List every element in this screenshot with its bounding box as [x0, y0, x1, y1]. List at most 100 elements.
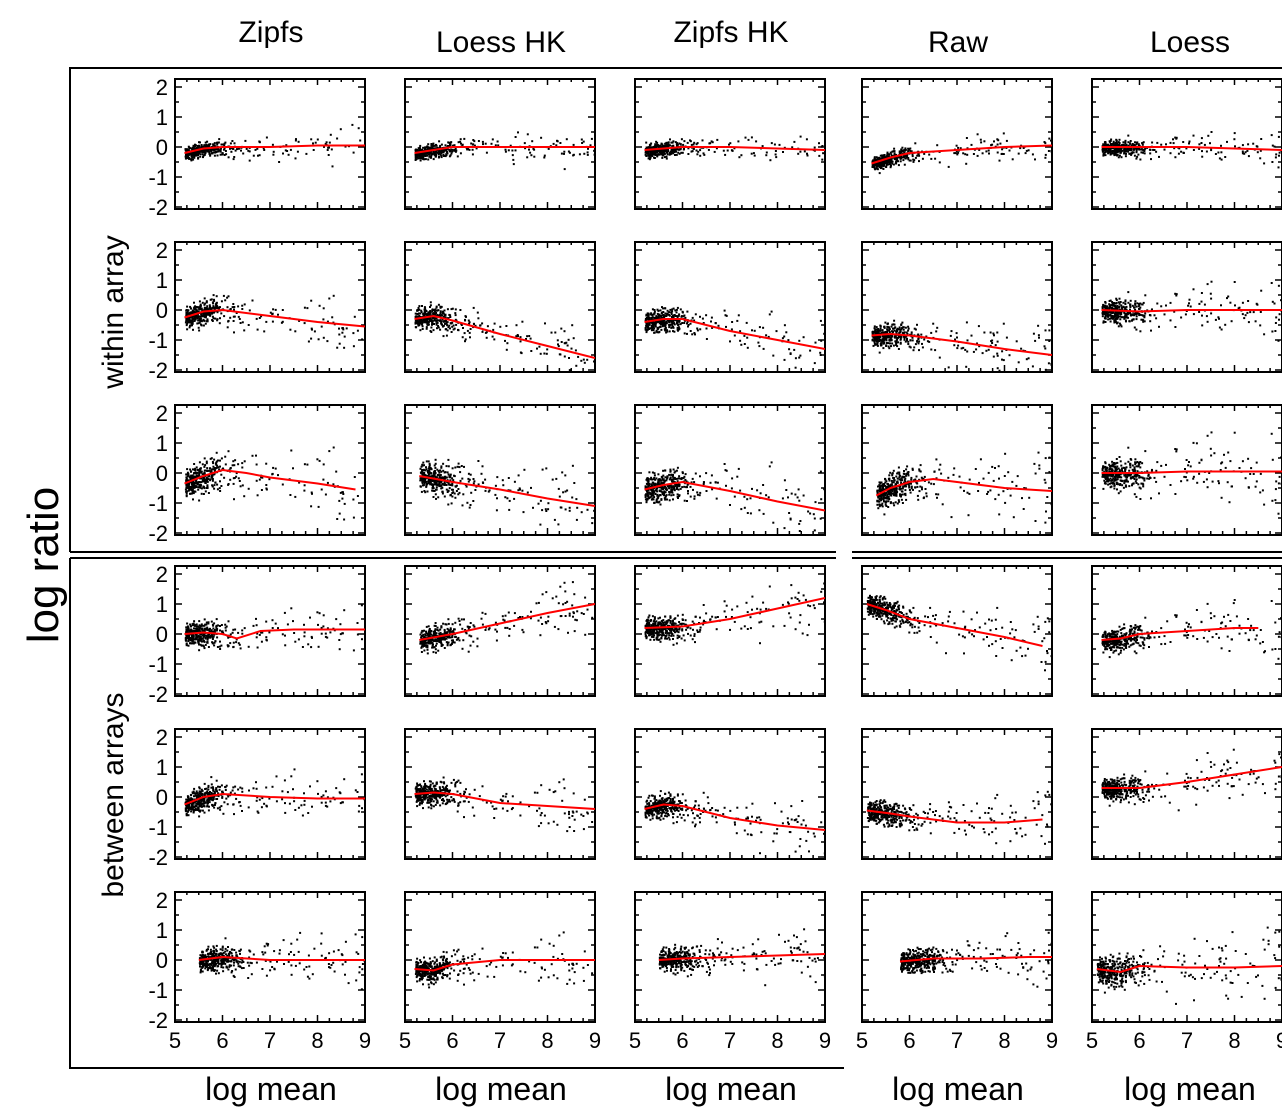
data-point: [671, 316, 673, 318]
data-point: [438, 319, 441, 322]
data-point: [442, 153, 445, 156]
data-point: [805, 138, 808, 141]
data-point: [875, 159, 878, 162]
data-point: [672, 319, 675, 322]
data-point: [199, 155, 202, 158]
data-point: [192, 328, 194, 331]
data-point: [447, 317, 450, 320]
data-point: [419, 154, 422, 157]
data-point: [1205, 315, 1208, 318]
data-point: [871, 164, 874, 167]
data-point: [887, 336, 890, 339]
data-point: [923, 338, 926, 341]
data-point: [1020, 347, 1023, 350]
data-point: [336, 346, 339, 349]
data-point: [1121, 316, 1124, 319]
data-point: [689, 330, 692, 332]
data-point: [877, 328, 879, 331]
data-point: [904, 340, 907, 343]
data-point: [985, 349, 988, 352]
data-point: [895, 330, 898, 333]
data-point: [651, 327, 654, 330]
scatter-points: [1101, 131, 1282, 169]
data-point: [914, 156, 917, 159]
data-point: [669, 323, 672, 326]
data-point: [903, 336, 906, 339]
data-point: [421, 325, 424, 328]
data-point: [1229, 301, 1232, 304]
data-point: [1123, 317, 1126, 320]
data-point: [936, 144, 939, 147]
data-point: [1133, 148, 1136, 151]
data-point: [972, 350, 975, 353]
data-point: [871, 165, 874, 168]
data-point: [1142, 314, 1145, 317]
data-point: [819, 319, 822, 322]
data-point: [879, 163, 882, 166]
data-point: [445, 148, 448, 151]
data-point: [442, 316, 445, 318]
data-point: [222, 143, 225, 146]
data-point: [419, 149, 422, 152]
data-point: [724, 153, 727, 156]
data-point: [1156, 141, 1159, 144]
data-point: [199, 305, 202, 308]
data-point: [1138, 314, 1141, 317]
data-point: [423, 154, 426, 157]
data-point: [229, 316, 232, 319]
data-point: [970, 143, 973, 146]
data-point: [752, 152, 755, 155]
data-point: [306, 307, 309, 310]
data-point: [217, 306, 220, 309]
data-point: [918, 340, 921, 343]
data-point: [659, 325, 662, 328]
data-point: [874, 158, 877, 161]
data-point: [998, 369, 1001, 372]
data-point: [890, 345, 892, 348]
data-point: [934, 157, 937, 160]
data-point: [434, 310, 436, 313]
data-point: [882, 164, 885, 167]
data-point: [425, 310, 428, 312]
data-point: [536, 347, 538, 350]
data-point: [1150, 309, 1153, 311]
data-point: [187, 156, 190, 159]
data-point: [418, 305, 421, 308]
data-point: [750, 136, 753, 139]
data-point: [891, 150, 894, 153]
data-point: [901, 150, 903, 153]
data-point: [1127, 311, 1130, 314]
data-point: [286, 150, 289, 152]
data-point: [216, 488, 219, 491]
data-point: [1120, 156, 1123, 159]
data-point: [204, 302, 207, 305]
data-point: [1218, 326, 1221, 329]
panel-r1-c1: [404, 241, 596, 373]
data-point: [205, 300, 208, 303]
data-point: [728, 143, 730, 146]
data-point: [907, 329, 910, 332]
data-point: [226, 326, 229, 329]
data-point: [789, 352, 792, 355]
data-point: [658, 149, 661, 152]
data-point: [979, 138, 982, 141]
data-point: [953, 344, 956, 347]
data-point: [672, 150, 675, 153]
data-point: [424, 151, 427, 154]
data-point: [798, 339, 801, 342]
data-point: [1260, 289, 1263, 292]
data-point: [189, 316, 192, 319]
data-point: [1155, 150, 1158, 153]
data-point: [1109, 320, 1112, 323]
data-point: [582, 140, 585, 143]
data-point: [875, 326, 878, 329]
data-point: [481, 322, 484, 325]
data-point: [235, 475, 238, 478]
data-point: [568, 369, 571, 372]
data-point: [1140, 318, 1143, 321]
data-point: [903, 152, 906, 155]
data-point: [676, 306, 679, 309]
data-point: [1109, 314, 1111, 317]
data-point: [696, 329, 699, 332]
data-point: [645, 319, 647, 322]
